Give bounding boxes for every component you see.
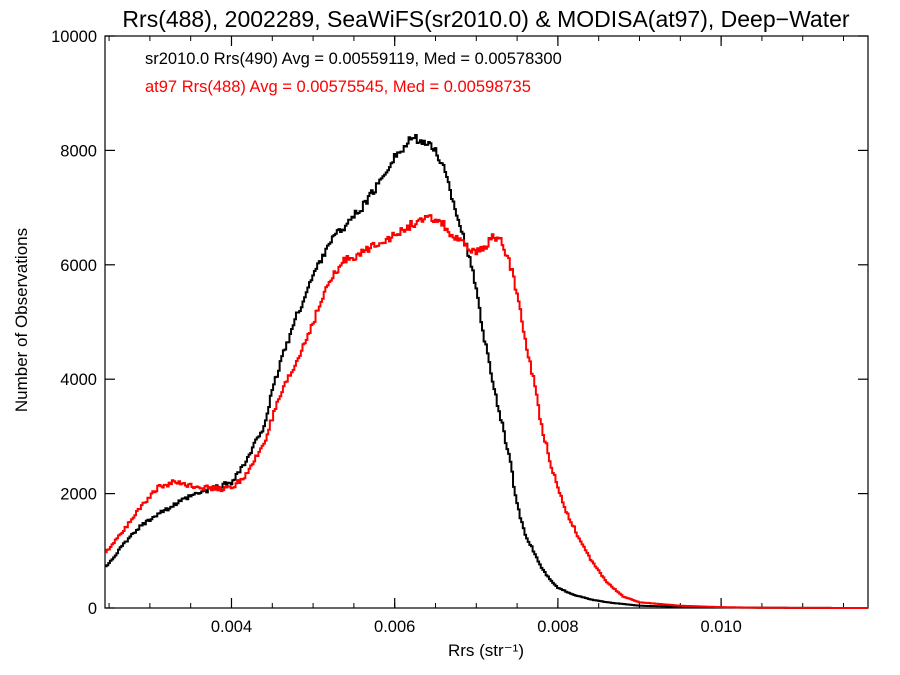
y-tick-label: 10000 xyxy=(51,28,97,46)
x-axis: 0.004 0.006 0.008 0.010 xyxy=(108,36,845,636)
series-line-1 xyxy=(105,134,868,609)
y-tick-label: 2000 xyxy=(60,486,97,504)
y-tick-label: 8000 xyxy=(60,142,97,160)
chart-title: Rrs(488), 2002289, SeaWiFS(sr2010.0) & M… xyxy=(122,6,849,32)
series-line-2 xyxy=(105,214,868,609)
y-tick-label: 0 xyxy=(88,600,97,618)
legend: sr2010.0 Rrs(490) Avg = 0.00559119, Med … xyxy=(145,50,562,96)
x-tick-label: 0.008 xyxy=(537,618,578,636)
y-tick-label: 4000 xyxy=(60,371,97,389)
y-axis: 0 2000 4000 6000 8000 10000 xyxy=(51,28,868,618)
x-tick-label: 0.006 xyxy=(374,618,415,636)
y-axis-label: Number of Observations xyxy=(12,228,31,412)
x-tick-label: 0.010 xyxy=(700,618,741,636)
x-axis-label: Rrs (str⁻¹) xyxy=(448,641,524,660)
x-tick-label: 0.004 xyxy=(211,618,252,636)
plot-frame xyxy=(104,35,869,609)
legend-entry-1: sr2010.0 Rrs(490) Avg = 0.00559119, Med … xyxy=(145,50,562,68)
series-layer xyxy=(105,134,868,609)
legend-entry-2: at97 Rrs(488) Avg = 0.00575545, Med = 0.… xyxy=(145,78,531,96)
y-tick-label: 6000 xyxy=(60,257,97,275)
